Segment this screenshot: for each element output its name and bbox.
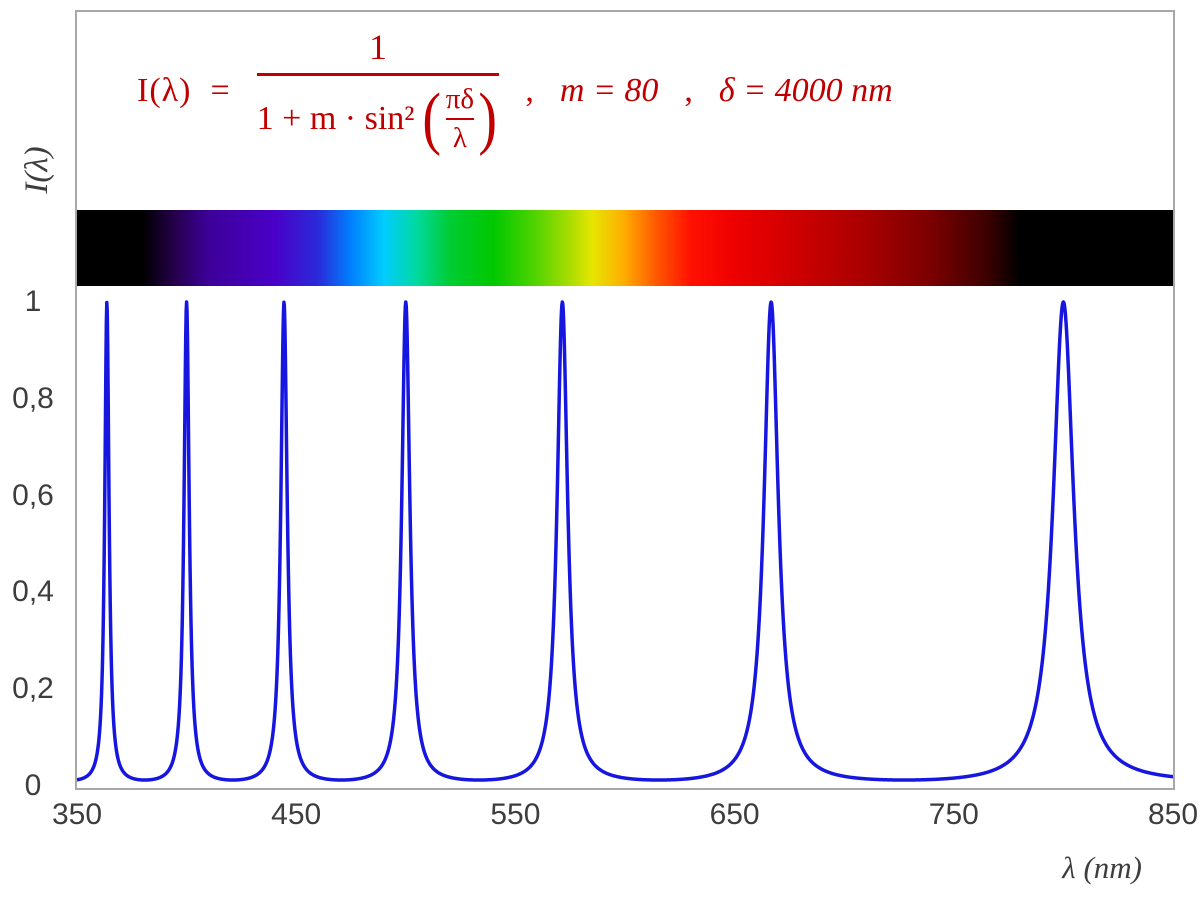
separator-comma: ,	[684, 71, 693, 109]
inner-fraction-bar	[445, 118, 475, 120]
x-tick-label: 550	[490, 798, 541, 831]
y-tick-label: 1	[24, 285, 42, 318]
inner-numerator: πδ	[445, 83, 475, 115]
x-axis-title: λ (nm)	[1062, 850, 1142, 885]
visible-spectrum-bar	[77, 210, 1173, 286]
formula-equals: =	[210, 71, 231, 109]
separator-comma: ,	[525, 71, 534, 109]
x-tick-label: 350	[51, 798, 103, 831]
formula-lhs-text: I(λ)	[137, 71, 192, 109]
x-tick-label: 750	[928, 798, 979, 831]
y-tick-label: 0,4	[12, 575, 54, 609]
fraction-bar	[256, 73, 500, 76]
curve-line	[77, 300, 1173, 782]
y-tick-label: 0,2	[12, 672, 54, 706]
plot-frame: I(λ) = 1 1 + m · sin² ( πδ λ ) , m = 80 …	[75, 10, 1175, 790]
formula: I(λ) = 1 1 + m · sin² ( πδ λ ) , m = 80 …	[137, 26, 893, 155]
inner-denominator: λ	[452, 122, 467, 154]
y-tick-label: 0,8	[12, 381, 54, 415]
x-tick-label: 450	[271, 798, 322, 831]
x-tick-label: 850	[1147, 798, 1199, 831]
intensity-curve	[77, 300, 1173, 782]
y-tick-label: 0,6	[12, 478, 54, 512]
x-tick-label: 650	[709, 798, 760, 831]
denominator-prefix: 1 + m · sin²	[256, 100, 415, 137]
fraction-numerator: 1	[369, 27, 388, 67]
y-axis-title: I(λ)	[19, 146, 55, 194]
fraction-denominator: 1 + m · sin² ( πδ λ )	[256, 80, 498, 157]
inner-fraction: πδ λ	[445, 83, 475, 155]
formula-fraction: 1 1 + m · sin² ( πδ λ )	[256, 26, 500, 157]
y-tick-label: 0	[24, 769, 42, 802]
param-delta: δ = 4000 nm	[718, 71, 893, 109]
formula-lhs: I(λ) =	[137, 72, 231, 110]
param-m: m = 80	[559, 71, 659, 109]
